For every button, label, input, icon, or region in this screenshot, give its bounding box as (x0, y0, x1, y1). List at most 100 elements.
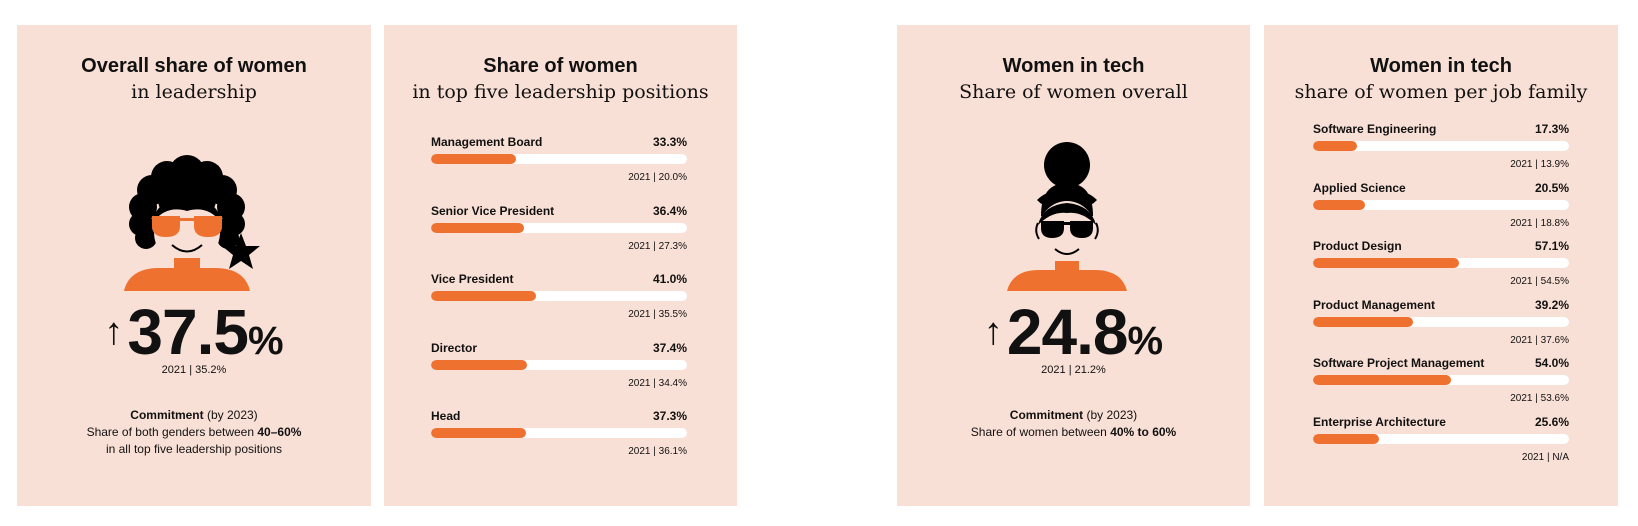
bar-label: Product Design (1313, 239, 1402, 253)
commitment-label: Commitment (130, 408, 204, 422)
bar-track (431, 291, 687, 301)
commitment-range: 40–60% (257, 425, 302, 439)
bar (1313, 433, 1379, 444)
bar-label: Applied Science (1313, 180, 1406, 195)
bar-value-label: 37.3% (652, 409, 687, 423)
bar (431, 359, 527, 370)
bar (431, 291, 536, 301)
bar-label: Software Project Management (1313, 356, 1485, 370)
big-value: 37.5 (127, 296, 249, 368)
star-icon (222, 233, 260, 269)
arrow-up-icon: ↑ (104, 311, 124, 353)
bar-row: Management Board 33.3% 2021 | 20.0% (431, 135, 687, 187)
commitment-line: Share of women between (970, 425, 1111, 439)
bar-label: Head (431, 409, 461, 423)
bar-track (1313, 375, 1569, 385)
title-sub: Share of women overall (959, 81, 1188, 103)
bar-track (1313, 258, 1569, 268)
bar-track (431, 222, 687, 233)
bar (431, 154, 517, 164)
previous-year-label: 2021 | 35.5% (628, 309, 687, 320)
woman-curly-hair-illustration (124, 155, 260, 291)
bar-value-label: 36.4% (652, 203, 687, 218)
panel-title: Women in tech Share of women overall (897, 53, 1250, 106)
bar-track (431, 154, 687, 164)
bar (431, 428, 527, 438)
panel-women-per-job-family: Women in tech share of women per job fam… (1264, 25, 1618, 506)
previous-year-label: 2021 | 36.1% (628, 446, 687, 457)
bar-value-label: 41.0% (652, 272, 687, 286)
bar-label: Product Management (1313, 297, 1436, 312)
bar (431, 222, 525, 233)
bar (1313, 141, 1358, 151)
bar-track (1313, 316, 1569, 327)
arrow-up-icon: ↑ (983, 311, 1003, 353)
bar-track (431, 428, 687, 438)
bar (1313, 316, 1414, 327)
previous-year-value: 2021 | 35.2% (161, 364, 227, 376)
title-sub: in leadership (131, 81, 257, 103)
previous-year-label: 2021 | 20.0% (628, 172, 687, 183)
bar-track (1313, 199, 1569, 210)
bar-row: Vice President 41.0% 2021 | 35.5% (431, 272, 687, 324)
panel-women-in-tech-overall: Women in tech Share of women overall ↑24… (897, 25, 1250, 506)
commitment-by: (by 2023) (1086, 408, 1138, 422)
panel-top-five-positions: Share of women in top five leadership po… (384, 25, 737, 506)
bar-row: Applied Science 20.5% 2021 | 18.8% (1313, 181, 1569, 233)
bar-row: Software Project Management 54.0% 2021 | 5… (1313, 356, 1569, 408)
bar-label: Enterprise Architecture (1313, 414, 1446, 429)
title-main: Overall share of women (81, 55, 307, 77)
bar-value-label: 57.1% (1534, 239, 1569, 253)
panel-title: Share of women in top five leadership po… (384, 53, 737, 106)
commitment-line: Share of both genders between (86, 425, 258, 439)
panel-title: Women in tech share of women per job fam… (1264, 53, 1618, 106)
bar (1313, 258, 1460, 268)
bar-value-label: 25.6% (1534, 414, 1569, 429)
bar-row: Product Design 57.1% 2021 | 54.5% (1313, 239, 1569, 291)
previous-year-label: 2021 | 18.8% (1510, 217, 1569, 229)
previous-year-label: 2021 | 54.5% (1510, 276, 1569, 287)
bar (1313, 375, 1452, 385)
commitment-label: Commitment (1009, 408, 1084, 422)
previous-year-label: 2021 | 27.3% (628, 240, 687, 252)
previous-year-label: 2021 | 53.6% (1510, 393, 1569, 404)
bar-track (1313, 433, 1569, 444)
bar-row: Head 37.3% 2021 | 36.1% (431, 409, 687, 461)
bar-row: Product Management 39.2% 2021 | 37.6% (1313, 298, 1569, 350)
previous-year-label: 2021 | 34.4% (628, 377, 687, 389)
commitment-text: Commitment (by 2023) Share of women betw… (897, 407, 1250, 441)
big-unit: % (1127, 319, 1164, 363)
bar-row: Enterprise Architecture 25.6% 2021 | N/A (1313, 415, 1569, 467)
bar-value-label: 37.4% (652, 340, 687, 355)
commitment-line: in all top five leadership positions (105, 442, 283, 456)
previous-year-label: 2021 | 13.9% (1510, 159, 1569, 170)
bar-track (431, 359, 687, 370)
bar-value-label: 54.0% (1534, 356, 1569, 370)
title-sub: share of women per job family (1294, 81, 1588, 103)
bar-row: Senior Vice President 36.4% 2021 | 27.3% (431, 204, 687, 256)
previous-year-label: 2021 | 37.6% (1510, 334, 1569, 346)
bar-row: Software Engineering 17.3% 2021 | 13.9% (1313, 122, 1569, 174)
commitment-text: Commitment (by 2023) Share of both gende… (17, 407, 371, 458)
bar-label: Director (431, 340, 478, 355)
bar (1313, 199, 1366, 210)
panel-title: Overall share of women in leadership (17, 53, 371, 106)
title-sub: in top five leadership positions (412, 81, 709, 103)
bar-value-label: 17.3% (1534, 122, 1569, 136)
previous-year-value: 2021 | 21.2% (1041, 364, 1106, 376)
commitment-by: (by 2023) (206, 408, 258, 422)
bar-label: Management Board (431, 135, 543, 149)
big-value: 24.8 (1006, 296, 1129, 368)
bar-value-label: 20.5% (1534, 180, 1569, 195)
title-main: Share of women (483, 55, 638, 77)
overall-share-value: ↑37.5% (17, 295, 371, 369)
bar-label: Software Engineering (1313, 122, 1437, 136)
bar-track (1313, 141, 1569, 151)
woman-bun-hair-illustration (1007, 142, 1127, 291)
bar-row: Director 37.4% 2021 | 34.4% (431, 341, 687, 393)
panel-overall-leadership: Overall share of women in leadership (17, 25, 371, 506)
bar-value-label: 33.3% (652, 135, 687, 149)
bar-value-label: 39.2% (1534, 297, 1569, 312)
big-unit: % (247, 319, 284, 363)
previous-year-label: 2021 | N/A (1521, 451, 1569, 463)
